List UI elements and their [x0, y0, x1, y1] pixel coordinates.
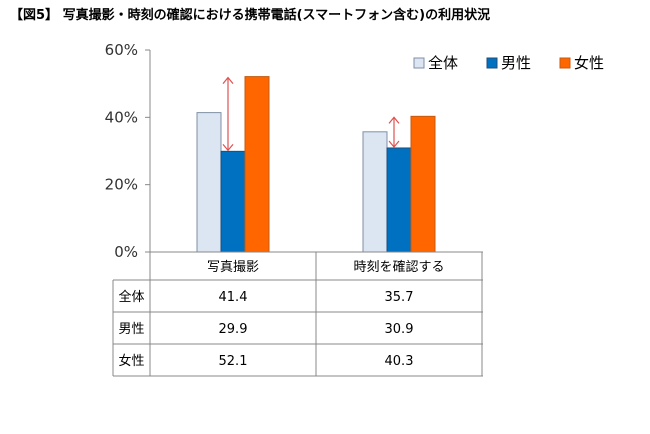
arrow-head-top	[222, 76, 234, 84]
bars	[196, 76, 436, 253]
legend-swatch	[413, 57, 425, 69]
bar	[386, 147, 412, 253]
table-row-label: 全体	[118, 289, 144, 305]
arrow-head-bottom	[388, 140, 400, 148]
bar	[410, 115, 436, 253]
legend: 全体 男性 女性	[413, 54, 604, 72]
table-header-cell: 写真撮影	[207, 259, 259, 275]
table-row-label: 男性	[118, 322, 144, 337]
bar	[196, 112, 222, 253]
table-value-cell: 35.7	[385, 290, 414, 305]
y-axis-ticks: 0% 20% 40% 60%	[105, 41, 150, 261]
bar	[220, 150, 246, 253]
legend-label: 女性	[574, 54, 604, 72]
legend-swatch	[486, 57, 498, 69]
table-value-cell: 40.3	[385, 354, 414, 369]
table-header-cell: 時刻を確認する	[353, 259, 444, 275]
y-tick-label: 20%	[105, 176, 138, 194]
arrow-head-bottom	[222, 143, 234, 152]
y-tick-label: 40%	[105, 108, 138, 126]
table-value-cell: 29.9	[219, 322, 248, 337]
table-value-cell: 41.4	[219, 290, 248, 305]
legend-swatch	[559, 57, 571, 69]
y-tick-label: 0%	[114, 243, 138, 261]
bar	[362, 131, 388, 253]
legend-label: 男性	[501, 54, 531, 72]
table-value-cell: 52.1	[219, 354, 248, 369]
table-value-cell: 30.9	[385, 322, 414, 337]
y-tick-label: 60%	[105, 41, 138, 59]
arrow-head-top	[388, 116, 400, 124]
difference-arrows	[222, 76, 400, 152]
chart-title: 【図5】 写真撮影・時刻の確認における携帯電話(スマートフォン含む)の利用状況	[10, 8, 491, 23]
legend-label: 全体	[428, 54, 458, 72]
bar	[244, 76, 270, 253]
table-row-label: 女性	[118, 353, 144, 369]
